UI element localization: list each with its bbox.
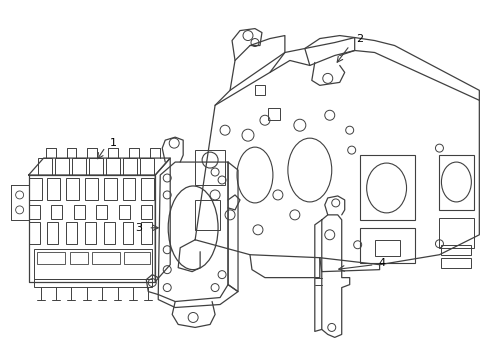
Bar [374,240,399,256]
Bar [66,222,77,244]
Bar [85,178,98,200]
Text: 1: 1 [110,138,117,148]
Bar [122,222,133,244]
Bar [141,222,152,244]
Bar [441,258,470,268]
Bar [66,178,79,200]
Text: 3: 3 [135,223,142,233]
Bar [106,158,120,175]
Bar [195,200,220,230]
Bar [85,222,96,244]
Bar [124,252,150,264]
Bar [122,178,135,200]
Bar [72,158,85,175]
Bar [119,205,129,219]
Bar [29,178,41,200]
Bar [123,158,137,175]
Bar [38,158,51,175]
Bar [55,158,68,175]
Bar [359,228,414,263]
Bar [441,245,470,255]
Bar [140,158,154,175]
Bar [195,150,224,185]
Bar [103,178,117,200]
Bar [141,178,154,200]
Bar [141,205,152,219]
Bar [51,205,62,219]
Bar [92,252,120,264]
Bar [29,205,40,219]
Bar [103,222,115,244]
Bar [47,178,60,200]
Bar [34,249,152,279]
Bar [70,252,88,264]
Bar [254,85,264,95]
Bar [439,218,473,248]
Bar [37,252,64,264]
Bar [34,279,152,287]
Bar [29,222,40,244]
Text: 2: 2 [355,33,363,44]
Text: 4: 4 [377,258,385,268]
Bar [96,205,107,219]
Bar [439,155,473,210]
Bar [89,158,102,175]
Bar [47,222,58,244]
Bar [359,155,414,220]
Bar [74,205,84,219]
Bar [267,108,279,120]
